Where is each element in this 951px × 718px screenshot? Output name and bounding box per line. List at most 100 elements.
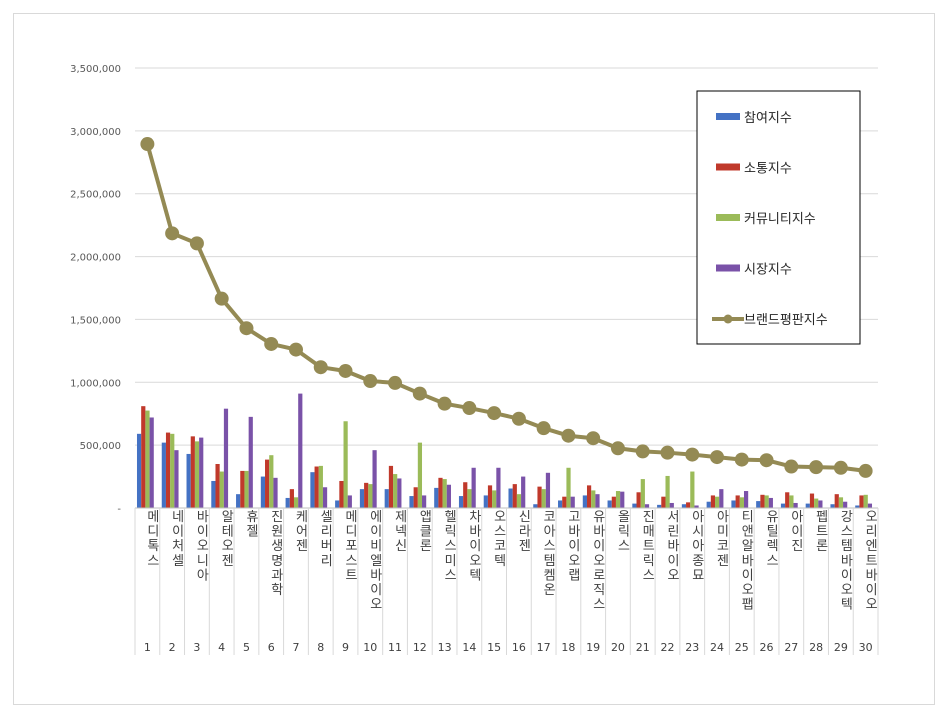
bar-커뮤니티지수	[739, 497, 744, 508]
category-label-char: 젠	[222, 554, 234, 569]
category-label-char: 아	[544, 525, 556, 540]
category-label-char: 릭	[618, 525, 630, 540]
category-label-char: 바	[568, 525, 580, 540]
bar-소통지수	[686, 502, 691, 508]
bar-커뮤니티지수	[368, 484, 373, 508]
category-label-char: 바	[667, 539, 679, 554]
category-label-char: 매	[643, 525, 655, 540]
legend-swatch	[716, 264, 740, 272]
line-point-브랜드평판지수	[685, 447, 700, 462]
category-label-char: 셀	[321, 510, 333, 525]
bar-소통지수	[388, 465, 394, 508]
bar-소통지수	[141, 406, 146, 508]
category-labels: 메 디 톡 스1네 이 처 셀2바 이 오 니 아3알 테 오 젠4휴 젤5진 원 생 명 과 학6케 어 젠7셀 리 버 리8…	[144, 510, 878, 654]
bar-참여지수	[558, 500, 563, 508]
category-label-char: 디	[147, 525, 159, 540]
y-tick-label: 2,000,000	[70, 253, 121, 264]
bar-시장지수	[298, 393, 303, 508]
bar-커뮤니티지수	[615, 491, 621, 508]
rank-label: 14	[462, 641, 476, 654]
category-label-char: 트	[643, 539, 655, 554]
category-label-char: 오	[866, 510, 878, 525]
category-label-char: 리	[321, 554, 333, 569]
line-point-브랜드평판지수	[363, 374, 378, 389]
category-label-char: 진	[643, 510, 655, 525]
category-label-char: 묘	[692, 568, 704, 583]
category-label-char: 론	[420, 539, 432, 554]
bar-시장지수	[273, 477, 278, 508]
bar-시장지수	[347, 495, 352, 508]
line-point-브랜드평판지수	[140, 137, 155, 152]
category-label-char: 스	[346, 554, 358, 569]
category-label-char: 학	[271, 583, 283, 598]
bar-시장지수	[471, 467, 476, 508]
rank-label: 7	[292, 641, 299, 654]
category-label-char: 클	[420, 525, 432, 540]
rank-label: 26	[760, 641, 774, 654]
y-tick-label: 500,000	[80, 441, 121, 452]
category-label-char: 제	[395, 510, 407, 525]
category-label-char: 오	[222, 539, 234, 554]
y-tick-label: 3,500,000	[70, 64, 121, 75]
y-tick-label: 3,000,000	[70, 127, 121, 138]
bar-참여지수	[409, 496, 414, 508]
category-label-char: 이	[593, 539, 605, 554]
rank-label: 24	[710, 641, 724, 654]
category-label-char: 이	[469, 539, 481, 554]
bar-소통지수	[364, 482, 369, 508]
bar-소통지수	[339, 480, 344, 508]
category-label-char: 트	[346, 568, 358, 583]
line-point-브랜드평판지수	[858, 463, 873, 478]
category-label-char: 비	[370, 539, 382, 554]
bar-소통지수	[215, 464, 220, 508]
line-point-브랜드평판지수	[214, 291, 229, 306]
category-label-char: 이	[568, 539, 580, 554]
category-label-char: 오	[370, 598, 382, 613]
category-label-char: 알	[222, 510, 234, 525]
category-label-char: 바	[370, 568, 382, 583]
bar-참여지수	[260, 476, 266, 508]
legend-label: 브랜드평판지수	[744, 313, 828, 328]
bar-시장지수	[843, 501, 848, 508]
category-label-char: 포	[346, 539, 358, 554]
bar-커뮤니티지수	[293, 497, 299, 508]
rank-label: 3	[193, 641, 200, 654]
bar-참여지수	[335, 500, 340, 508]
bar-커뮤니티지수	[566, 467, 571, 508]
category-label-char: 아	[692, 510, 704, 525]
bar-참여지수	[632, 503, 637, 508]
bar-커뮤니티지수	[442, 479, 447, 508]
category-label-char: 아	[197, 568, 209, 583]
line-point-브랜드평판지수	[338, 363, 353, 378]
category-label-char: 바	[593, 525, 605, 540]
category-label-char: 올	[618, 510, 630, 525]
category-label-char: 텍	[469, 568, 481, 583]
bar-소통지수	[834, 494, 839, 508]
bar-시장지수	[322, 487, 328, 508]
category-label-char: 신	[395, 539, 407, 554]
category-label-char: 스	[593, 598, 605, 613]
bar-참여지수	[285, 497, 290, 508]
bar-참여지수	[681, 504, 687, 508]
rank-label: 16	[512, 641, 526, 654]
bar-소통지수	[636, 492, 641, 508]
bar-참여지수	[855, 505, 860, 508]
category-label-char: 메	[147, 510, 159, 525]
category-label-char: 이	[370, 583, 382, 598]
category-label-char: 에	[370, 510, 382, 525]
category-label-char: 오	[742, 583, 754, 598]
line-point-브랜드평판지수	[511, 411, 526, 426]
category-label-char: 헬	[445, 510, 457, 525]
bar-소통지수	[735, 495, 740, 508]
category-label-char: 진	[271, 510, 283, 525]
line-point-브랜드평판지수	[288, 342, 303, 357]
category-label-char: 앤	[742, 525, 754, 540]
